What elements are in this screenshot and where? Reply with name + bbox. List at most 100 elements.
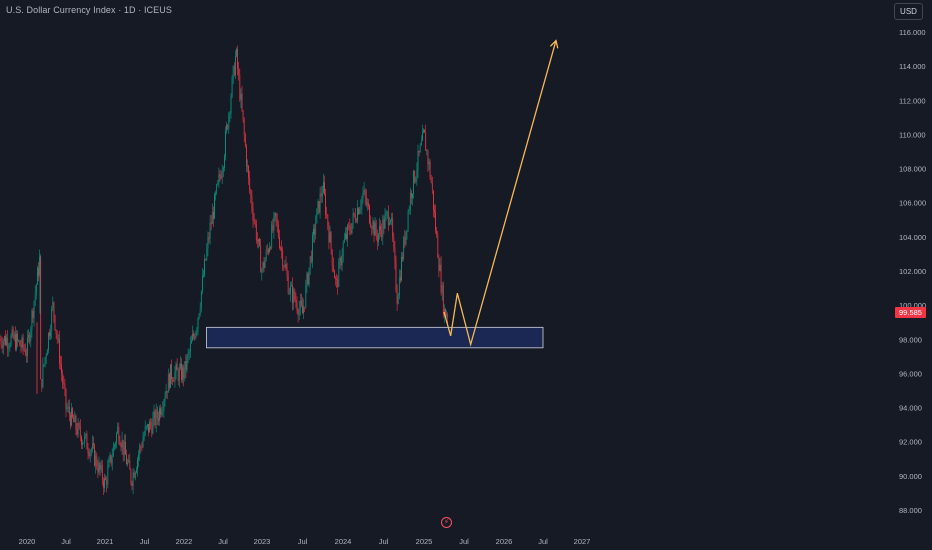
candle-body	[254, 221, 256, 224]
candle-body	[115, 443, 116, 445]
candle-body	[270, 247, 271, 249]
candle-body	[88, 452, 90, 457]
candle-body	[418, 150, 420, 153]
candle-body	[203, 275, 204, 277]
candle-body	[97, 467, 99, 473]
candle-body	[332, 265, 334, 271]
y-tick-label: 98.000	[899, 335, 922, 344]
candle-body	[37, 268, 38, 285]
candle-body	[259, 239, 260, 246]
candle-body	[414, 170, 416, 183]
currency-button[interactable]: USD	[894, 3, 923, 20]
candle-body	[356, 220, 357, 222]
candle-body	[44, 357, 46, 365]
candle-body	[95, 455, 97, 466]
candle-body	[257, 240, 258, 242]
candle-body	[147, 424, 148, 427]
candle-body	[381, 229, 383, 238]
candle-body	[216, 184, 218, 194]
candle-body	[178, 368, 180, 382]
candle-body	[112, 446, 114, 457]
candle-body	[405, 231, 407, 245]
candle-body	[294, 290, 296, 300]
candle-body	[196, 329, 198, 333]
candle-body	[4, 336, 5, 342]
candle-body	[316, 208, 318, 224]
candle-body	[396, 290, 398, 304]
x-tick-label: Jul	[538, 537, 548, 546]
candle-body	[249, 177, 251, 191]
candle-body	[304, 306, 306, 308]
candle-body	[183, 367, 185, 379]
candle-body	[335, 278, 336, 279]
candle-body	[152, 418, 154, 434]
candle-body	[238, 68, 240, 75]
candle-body	[114, 444, 115, 447]
candle-body	[303, 306, 304, 314]
candle-body	[241, 93, 243, 111]
candle-body	[197, 318, 199, 330]
candle-body	[1, 344, 3, 348]
candle-body	[93, 443, 94, 446]
candle-body	[357, 208, 358, 222]
candle-body	[105, 478, 106, 480]
candle-body	[66, 408, 68, 410]
candle-body	[141, 446, 143, 448]
candle-body	[325, 193, 326, 215]
candle-body	[334, 270, 335, 279]
candle-body	[164, 397, 166, 402]
candle-body	[310, 256, 312, 262]
candle-body	[214, 194, 215, 219]
candle-body	[29, 334, 31, 342]
candle-body	[108, 460, 110, 468]
support-zone-box[interactable]	[206, 326, 544, 349]
candle-body	[48, 332, 49, 351]
candle-body	[247, 166, 248, 167]
x-tick-label: Jul	[61, 537, 71, 546]
x-tick-label: 2026	[496, 537, 513, 546]
candle-body	[121, 439, 123, 448]
candle-body	[60, 363, 61, 365]
candle-body	[134, 472, 136, 478]
y-tick-label: 100.000	[899, 301, 926, 310]
candle-body	[359, 209, 361, 214]
candle-body	[46, 350, 48, 356]
symbol-title[interactable]: U.S. Dollar Currency Index · 1D · ICEUS	[6, 5, 172, 15]
candle-body	[52, 302, 54, 309]
candle-body	[382, 219, 384, 238]
candle-body	[426, 150, 428, 152]
candle-body	[9, 345, 11, 348]
candle-body	[224, 156, 225, 168]
candle-body	[209, 222, 211, 239]
candle-body	[349, 225, 351, 231]
candle-body	[362, 192, 364, 198]
candle-body	[231, 77, 233, 97]
candle-body	[160, 408, 161, 415]
candle-body	[76, 429, 78, 435]
candle-body	[406, 230, 408, 232]
candle-body	[123, 441, 125, 455]
candle-body	[202, 276, 203, 291]
candle-body	[187, 353, 189, 357]
candle-body	[361, 197, 363, 207]
projection-path[interactable]	[443, 40, 557, 347]
candle-body	[329, 232, 331, 243]
candle-body	[84, 435, 86, 443]
candle-body	[370, 222, 372, 227]
candle-body	[162, 409, 164, 412]
candle-body	[143, 434, 145, 440]
candle-body	[30, 329, 32, 342]
candle-body	[338, 262, 340, 287]
candle-body	[155, 409, 157, 425]
y-tick-label: 114.000	[899, 62, 926, 71]
candle-body	[407, 212, 409, 231]
candle-body	[246, 146, 247, 167]
candle-body	[159, 408, 160, 421]
candle-body	[55, 329, 57, 334]
lightning-events-icon[interactable]: ⚡	[441, 517, 452, 528]
candle-body	[264, 259, 266, 268]
candle-body	[74, 415, 76, 423]
x-tick-label: 2025	[416, 537, 433, 546]
candle-body	[222, 167, 224, 172]
